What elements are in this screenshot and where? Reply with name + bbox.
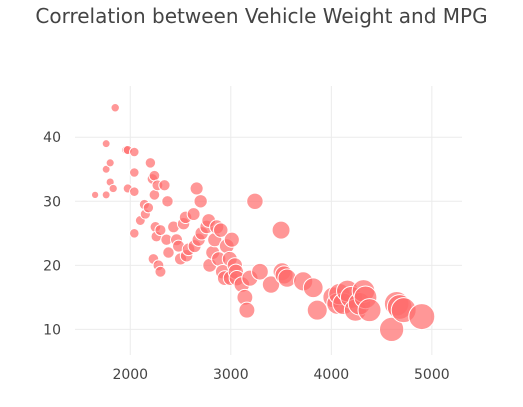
data-point[interactable] xyxy=(189,181,204,196)
data-point[interactable] xyxy=(101,139,111,149)
data-point[interactable] xyxy=(90,190,100,200)
y-tick-label: 20 xyxy=(43,258,61,274)
chart-title: Correlation between Vehicle Weight and M… xyxy=(35,4,488,28)
data-point[interactable] xyxy=(101,190,111,200)
data-point[interactable] xyxy=(108,183,118,194)
data-point[interactable] xyxy=(271,220,291,240)
data-point[interactable] xyxy=(142,202,155,214)
data-point[interactable] xyxy=(238,301,256,319)
data-point[interactable] xyxy=(129,167,140,178)
data-point[interactable] xyxy=(213,222,229,238)
data-point[interactable] xyxy=(162,246,175,259)
data-point[interactable] xyxy=(101,164,111,174)
data-point[interactable] xyxy=(379,316,405,343)
data-point[interactable] xyxy=(154,224,167,237)
data-point[interactable] xyxy=(251,262,269,281)
data-point[interactable] xyxy=(154,265,167,278)
data-point[interactable] xyxy=(306,299,328,321)
data-point[interactable] xyxy=(357,298,382,323)
data-points xyxy=(90,103,436,343)
data-point[interactable] xyxy=(129,228,140,239)
grid-lines xyxy=(75,86,462,355)
y-tick-label: 10 xyxy=(43,322,61,338)
data-point[interactable] xyxy=(129,146,140,158)
data-point[interactable] xyxy=(302,277,324,299)
x-tick-label: 4000 xyxy=(314,367,350,383)
data-point[interactable] xyxy=(223,231,240,248)
y-tick-label: 30 xyxy=(43,194,61,210)
data-point[interactable] xyxy=(186,207,201,222)
data-point[interactable] xyxy=(277,268,297,288)
data-point[interactable] xyxy=(193,194,208,209)
data-point[interactable] xyxy=(408,303,436,331)
data-point[interactable] xyxy=(105,158,115,168)
y-tick-label: 40 xyxy=(43,130,61,146)
x-tick-label: 2000 xyxy=(112,367,148,383)
x-axis-ticks: 2000 3000 4000 5000 xyxy=(112,367,449,383)
data-point[interactable] xyxy=(161,195,174,208)
data-point[interactable] xyxy=(144,157,157,169)
x-tick-label: 5000 xyxy=(414,367,450,383)
y-axis-ticks: 10 20 30 40 xyxy=(43,130,61,338)
x-tick-label: 3000 xyxy=(213,367,249,383)
data-point[interactable] xyxy=(158,179,171,192)
data-point[interactable] xyxy=(129,186,140,197)
data-point[interactable] xyxy=(246,192,264,211)
data-point[interactable] xyxy=(110,103,120,113)
data-point[interactable] xyxy=(261,275,281,294)
